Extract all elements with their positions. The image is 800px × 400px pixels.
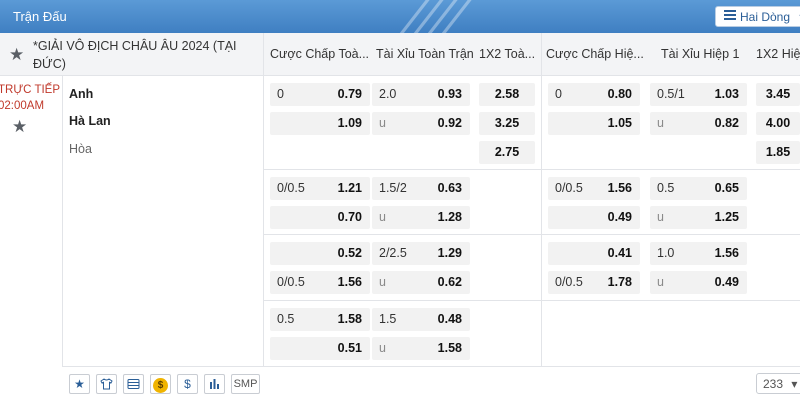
hamburger-icon	[724, 10, 736, 22]
col-ft-1x2[interactable]: 1X2 Toà...	[479, 47, 536, 61]
chevron-down-icon: ▾	[791, 377, 798, 391]
live-status: TRỰC TIẾP	[0, 84, 61, 96]
h1-1x2-draw[interactable]: 1.85	[756, 141, 800, 164]
column-header-row	[0, 33, 800, 76]
ft-under[interactable]: u 0.62	[372, 271, 470, 294]
page-title: Trận Đấu	[13, 9, 67, 24]
ft-1x2-draw[interactable]: 2.75	[479, 141, 535, 164]
ft-over[interactable]: 2/2.5 1.29	[372, 242, 470, 265]
col-ft-over-under[interactable]: Tài Xỉu Toàn Trận	[376, 47, 474, 61]
ft-over[interactable]: 1.5/2 0.63	[372, 177, 470, 200]
col-ft-handicap[interactable]: Cược Chấp Toà...	[270, 47, 370, 61]
col-h1-1x2[interactable]: 1X2 Hiệp...	[756, 47, 800, 61]
ft-under[interactable]: u 0.92	[372, 112, 470, 135]
ft-under[interactable]: u 1.58	[372, 337, 470, 360]
ft-over[interactable]: 1.5 0.48	[372, 308, 470, 331]
smp-button[interactable]: SMP	[231, 374, 260, 394]
coin-icon[interactable]: $	[150, 374, 171, 394]
h1-handicap-away[interactable]: 0/0.5 1.78	[548, 271, 640, 294]
more-markets-select[interactable]: 233 ▾	[756, 373, 800, 394]
match-toolbar	[62, 366, 800, 400]
stats-icon[interactable]	[204, 374, 225, 394]
ft-handicap-home[interactable]: 0.5 1.58	[270, 308, 370, 331]
lines-select-value: Hai Dòng	[740, 10, 791, 24]
favorite-all-star-icon[interactable]: ★	[9, 45, 25, 64]
league-name: *GIẢI VÔ ĐỊCH CHÂU ÂU 2024 (TẠI ĐỨC)	[33, 39, 237, 71]
favorite-match-star-icon[interactable]: ★	[12, 117, 28, 136]
ft-handicap-home[interactable]: 0.52	[270, 242, 370, 265]
dollar-icon[interactable]: $	[177, 374, 198, 394]
home-team: Anh	[69, 87, 94, 101]
match-time: 02:00AM	[0, 100, 45, 112]
ft-handicap-away[interactable]: 0/0.5 1.56	[270, 271, 370, 294]
jersey-icon[interactable]	[96, 374, 117, 394]
h1-handicap-home[interactable]: 0 0.80	[548, 83, 640, 106]
star-icon[interactable]: ★	[69, 374, 90, 394]
h1-over[interactable]: 0.5 0.65	[650, 177, 747, 200]
col-h1-handicap[interactable]: Cược Chấp Hiệ...	[546, 47, 644, 61]
ft-handicap-away[interactable]: 0.70	[270, 206, 370, 229]
col-h1-over-under[interactable]: Tài Xỉu Hiệp 1	[661, 47, 740, 61]
ft-handicap-home[interactable]: 0/0.5 1.21	[270, 177, 370, 200]
card-icon[interactable]	[123, 374, 144, 394]
h1-under[interactable]: u 0.49	[650, 271, 747, 294]
ft-handicap-away[interactable]: 1.09	[270, 112, 370, 135]
h1-handicap-home[interactable]: 0/0.5 1.56	[548, 177, 640, 200]
h1-handicap-home[interactable]: 0.41	[548, 242, 640, 265]
ft-over[interactable]: 2.0 0.93	[372, 83, 470, 106]
h1-handicap-away[interactable]: 1.05	[548, 112, 640, 135]
lines-select[interactable]: Hai Dòng ▾	[715, 6, 800, 27]
ft-1x2-home[interactable]: 2.58	[479, 83, 535, 106]
h1-over[interactable]: 0.5/1 1.03	[650, 83, 747, 106]
ft-under[interactable]: u 1.28	[372, 206, 470, 229]
more-markets-count: 233	[763, 377, 784, 391]
draw-label: Hòa	[69, 142, 92, 156]
h1-under[interactable]: u 0.82	[650, 112, 747, 135]
h1-under[interactable]: u 1.25	[650, 206, 747, 229]
h1-1x2-away[interactable]: 4.00	[756, 112, 800, 135]
h1-1x2-home[interactable]: 3.45	[756, 83, 800, 106]
h1-over[interactable]: 1.0 1.56	[650, 242, 747, 265]
ft-handicap-away[interactable]: 0.51	[270, 337, 370, 360]
ft-1x2-away[interactable]: 3.25	[479, 112, 535, 135]
h1-handicap-away[interactable]: 0.49	[548, 206, 640, 229]
header-bar: Trận Đấu Hai Dòng ▾	[0, 0, 800, 33]
away-team: Hà Lan	[69, 114, 111, 128]
ft-handicap-home[interactable]: 0 0.79	[270, 83, 370, 106]
